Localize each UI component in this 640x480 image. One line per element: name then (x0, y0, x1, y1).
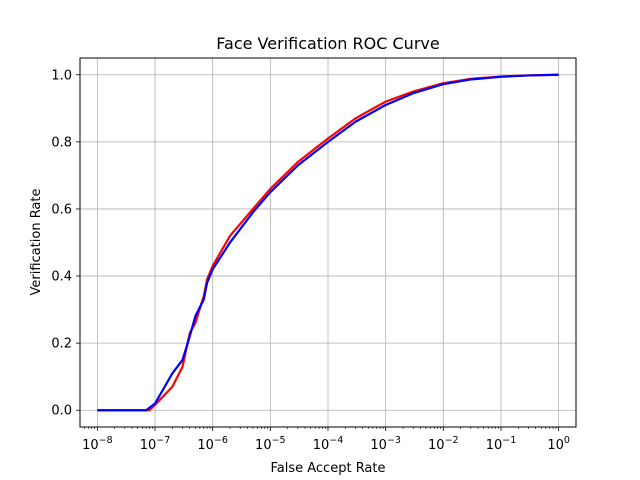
x-tick-base: 10 (428, 438, 445, 453)
x-tick-base: 10 (82, 438, 99, 453)
ticks: 10−8 10−7 10−6 10−5 10−4 10−3 10−2 10−1 1000.00.… (51, 68, 570, 453)
y-tick-label: 0.2 (51, 337, 72, 352)
x-tick-label: 10−6 (197, 435, 228, 453)
x-tick-label: 10−2 (428, 435, 459, 453)
x-tick-exponent: −4 (329, 435, 343, 446)
series-line-1 (97, 73, 559, 412)
y-tick-label: 0.8 (51, 135, 72, 150)
x-tick-exponent: −1 (502, 435, 516, 446)
y-tick-label: 0.0 (51, 404, 72, 419)
x-tick-base: 10 (197, 438, 214, 453)
x-tick-label: 10−7 (140, 435, 171, 453)
chart-title: Face Verification ROC Curve (216, 34, 439, 53)
x-axis-label: False Accept Rate (270, 461, 385, 476)
x-tick-base: 10 (547, 438, 564, 453)
x-tick-exponent: −5 (272, 435, 286, 446)
x-tick-label: 10−5 (255, 435, 286, 453)
x-tick-base: 10 (370, 438, 387, 453)
x-tick-label: 100 (547, 435, 570, 453)
x-tick-exponent: −2 (445, 435, 459, 446)
y-axis-label: Verification Rate (29, 189, 44, 296)
x-tick-base: 10 (255, 438, 272, 453)
y-tick-label: 1.0 (51, 68, 72, 83)
y-tick-label: 0.6 (51, 202, 72, 217)
x-tick-label: 10−4 (313, 435, 344, 453)
x-tick-label: 10−8 (82, 435, 113, 453)
x-tick-exponent: −8 (99, 435, 113, 446)
x-tick-label: 10−3 (370, 435, 401, 453)
x-tick-exponent: 0 (564, 435, 570, 446)
x-tick-exponent: −3 (387, 435, 401, 446)
y-tick-label: 0.4 (51, 270, 72, 285)
x-tick-label: 10−1 (486, 435, 517, 453)
x-tick-exponent: −7 (156, 435, 170, 446)
x-tick-base: 10 (313, 438, 330, 453)
series-layer (97, 73, 559, 412)
x-tick-base: 10 (140, 438, 157, 453)
x-tick-base: 10 (486, 438, 503, 453)
x-tick-exponent: −6 (214, 435, 228, 446)
